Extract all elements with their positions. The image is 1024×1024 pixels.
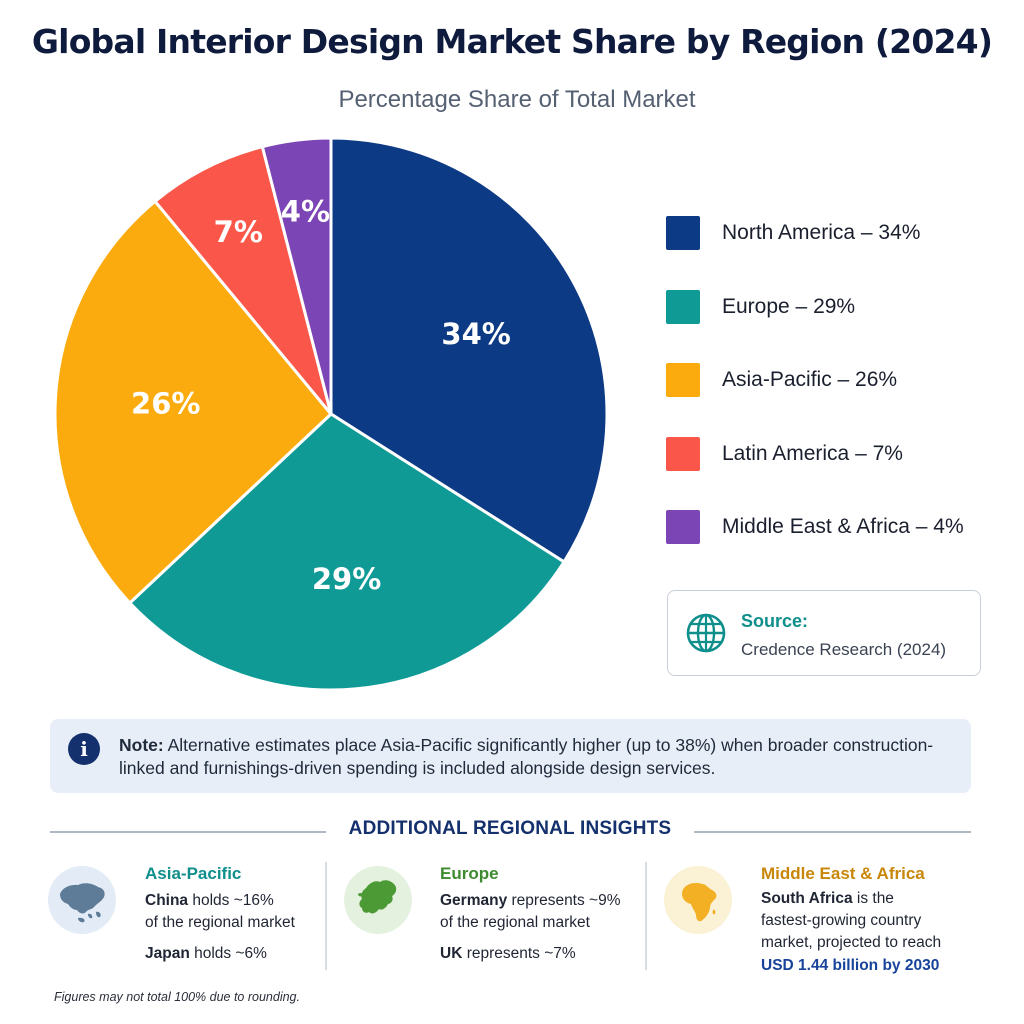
pie-data-label: 7% xyxy=(214,215,263,249)
legend-item-north-america: North America – 34% xyxy=(666,216,964,290)
source-text: Credence Research (2024) xyxy=(741,640,947,659)
legend-swatch xyxy=(666,363,700,397)
insight-line: China holds ~16% xyxy=(145,892,274,909)
insights-heading: ADDITIONAL REGIONAL INSIGHTS xyxy=(348,818,672,839)
asia-map-icon xyxy=(48,866,116,934)
legend-swatch xyxy=(666,510,700,544)
legend-swatch xyxy=(666,216,700,250)
legend: North America – 34% Europe – 29% Asia-Pa… xyxy=(666,216,964,584)
insight-line: market, projected to reach xyxy=(761,934,942,951)
insight-title-asia-pacific: Asia-Pacific xyxy=(145,864,242,883)
legend-item-europe: Europe – 29% xyxy=(666,289,964,364)
pie-data-label: 4% xyxy=(281,194,330,228)
pie-slice-north-america xyxy=(329,136,609,564)
legend-swatch xyxy=(666,289,700,324)
legend-swatch xyxy=(666,436,700,471)
legend-label: North America – 34% xyxy=(722,221,921,244)
pie-slice-middle-east-africa xyxy=(260,136,333,416)
legend-item-middle-east-africa: Middle East & Africa – 4% xyxy=(666,510,964,584)
pie-slice-asia-pacific xyxy=(53,199,333,605)
europe-map-icon xyxy=(344,866,412,934)
legend-label: Asia-Pacific – 26% xyxy=(722,368,898,391)
divider-right xyxy=(694,831,971,833)
pie-slice-europe xyxy=(128,412,566,692)
column-divider xyxy=(645,862,647,970)
insight-line: Japan holds ~6% xyxy=(145,945,267,962)
globe-icon xyxy=(686,613,726,653)
source-box: Source: Credence Research (2024) xyxy=(667,590,981,676)
insight-highlight: USD 1.44 billion by 2030 xyxy=(761,957,940,974)
insight-line: South Africa is the xyxy=(761,890,894,907)
divider-left xyxy=(50,831,326,833)
africa-map-icon xyxy=(664,866,732,934)
insight-line: Germany represents ~9% xyxy=(440,892,621,909)
insight-line: fastest-growing country xyxy=(761,912,922,929)
footnote: Figures may not total 100% due to roundi… xyxy=(54,990,300,1004)
chart-title: Global Interior Design Market Share by R… xyxy=(31,22,993,61)
insight-title-europe: Europe xyxy=(440,864,499,883)
note-text: Note: Alternative estimates place Asia-P… xyxy=(119,734,959,780)
legend-item-asia-pacific: Asia-Pacific – 26% xyxy=(666,363,964,437)
legend-label: Middle East & Africa – 4% xyxy=(722,515,964,538)
insight-line: of the regional market xyxy=(145,914,295,931)
pie-slice-latin-america xyxy=(153,145,333,416)
pie-data-label: 29% xyxy=(312,562,381,596)
legend-label: Europe – 29% xyxy=(722,294,856,318)
insight-line: of the regional market xyxy=(440,914,590,931)
note-label: Note: xyxy=(119,735,164,755)
chart-subtitle: Percentage Share of Total Market xyxy=(338,86,696,113)
insight-title-mea: Middle East & Africa xyxy=(761,864,925,883)
insight-line: UK represents ~7% xyxy=(440,945,576,962)
pie-data-label: 34% xyxy=(441,317,510,351)
info-icon: i xyxy=(68,733,100,765)
legend-item-latin-america: Latin America – 7% xyxy=(666,436,964,511)
note-box: i Note: Alternative estimates place Asia… xyxy=(50,719,971,793)
note-body: Alternative estimates place Asia-Pacific… xyxy=(119,735,934,778)
legend-label: Latin America – 7% xyxy=(722,441,903,465)
pie-data-label: 26% xyxy=(131,387,200,421)
source-title: Source: xyxy=(741,611,809,631)
column-divider xyxy=(325,862,327,970)
